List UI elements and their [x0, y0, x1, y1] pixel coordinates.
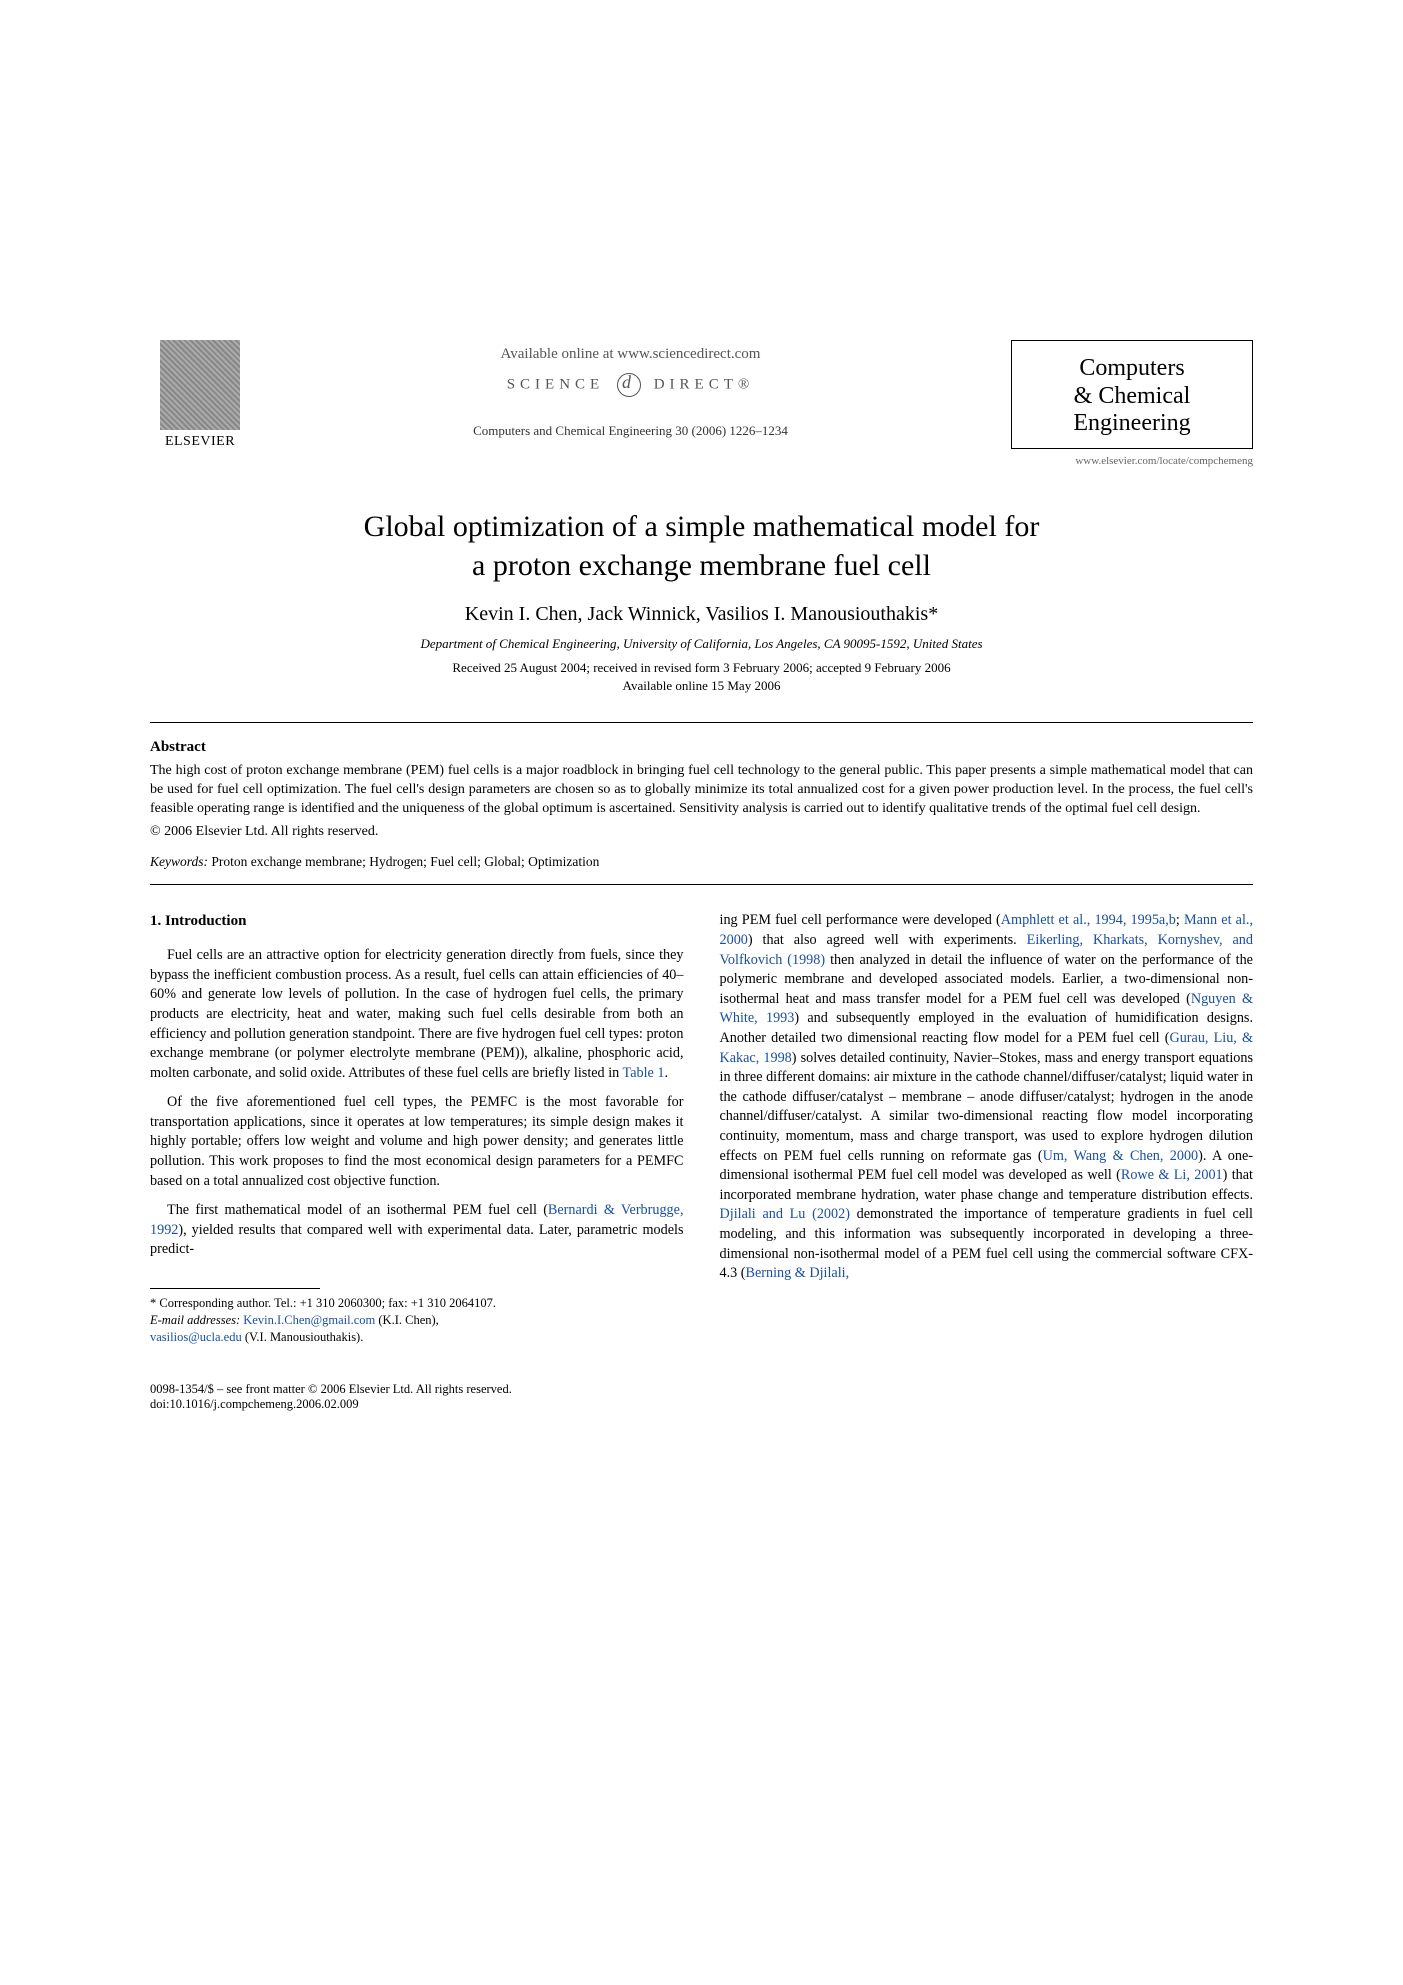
table-1-link[interactable]: Table 1	[623, 1065, 665, 1081]
available-online-date: Available online 15 May 2006	[150, 678, 1253, 694]
email-chen-link[interactable]: Kevin.I.Chen@gmail.com	[243, 1313, 375, 1327]
ref-berning-link[interactable]: Berning & Djilali,	[746, 1265, 850, 1281]
intro-para-2: Of the five aforementioned fuel cell typ…	[150, 1093, 684, 1191]
email-line: E-mail addresses: Kevin.I.Chen@gmail.com…	[150, 1312, 684, 1329]
title-line1: Global optimization of a simple mathemat…	[364, 510, 1040, 543]
corresponding-author-footnote: * Corresponding author. Tel.: +1 310 206…	[150, 1295, 684, 1346]
copyright-line: © 2006 Elsevier Ltd. All rights reserved…	[150, 824, 1253, 840]
column-left: 1. Introduction Fuel cells are an attrac…	[150, 911, 684, 1345]
journal-title-line1: Computers	[1022, 355, 1242, 383]
keywords-text: Proton exchange membrane; Hydrogen; Fuel…	[211, 854, 599, 869]
footer-block: 0098-1354/$ – see front matter © 2006 El…	[150, 1382, 1253, 1412]
intro-para-1-tail: .	[664, 1065, 668, 1081]
intro-para-3-continued: ing PEM fuel cell performance were devel…	[720, 911, 1254, 1283]
intro-para-3: The first mathematical model of an isoth…	[150, 1201, 684, 1260]
sd-brand-circle-icon	[617, 373, 641, 397]
available-online-line: Available online at www.sciencedirect.co…	[250, 346, 1011, 363]
c2-b: ;	[1176, 912, 1184, 928]
journal-brand-column: Computers & Chemical Engineering www.els…	[1011, 340, 1253, 467]
publisher-block: ELSEVIER	[150, 340, 250, 450]
abstract-body: The high cost of proton exchange membran…	[150, 762, 1253, 819]
header-row: ELSEVIER Available online at www.science…	[150, 340, 1253, 467]
email-vasilios-link[interactable]: vasilios@ucla.edu	[150, 1330, 242, 1344]
citation-line: Computers and Chemical Engineering 30 (2…	[250, 423, 1011, 439]
intro-para-1-text: Fuel cells are an attractive option for …	[150, 947, 684, 1081]
corr-author-line: * Corresponding author. Tel.: +1 310 206…	[150, 1295, 684, 1312]
author-list: Kevin I. Chen, Jack Winnick, Vasilios I.…	[150, 603, 1253, 626]
c2-c: ) that also agreed well with experiments…	[748, 932, 1027, 948]
publisher-name: ELSEVIER	[165, 434, 235, 450]
elsevier-tree-logo	[160, 340, 240, 430]
email-label: E-mail addresses:	[150, 1313, 240, 1327]
email-chen-tail: (K.I. Chen),	[375, 1313, 439, 1327]
journal-title-line2: & Chemical	[1022, 383, 1242, 411]
journal-title-line3: Engineering	[1022, 410, 1242, 438]
intro-para-1: Fuel cells are an attractive option for …	[150, 946, 684, 1083]
ref-amphlett-link[interactable]: Amphlett et al., 1994, 1995a,b	[1001, 912, 1176, 928]
keywords-label: Keywords:	[150, 854, 208, 869]
ref-um-link[interactable]: Um, Wang & Chen, 2000	[1043, 1148, 1199, 1164]
abstract-heading: Abstract	[150, 739, 1253, 756]
sd-brand-left: SCIENCE	[507, 376, 605, 392]
article-title: Global optimization of a simple mathemat…	[210, 507, 1193, 585]
divider-below-keywords	[150, 884, 1253, 885]
title-line2: a proton exchange membrane fuel cell	[472, 549, 931, 582]
ref-rowe-link[interactable]: Rowe & Li, 2001	[1121, 1167, 1223, 1183]
footer-front-matter: 0098-1354/$ – see front matter © 2006 El…	[150, 1382, 1253, 1397]
keywords-line: Keywords: Proton exchange membrane; Hydr…	[150, 854, 1253, 870]
two-column-body: 1. Introduction Fuel cells are an attrac…	[150, 911, 1253, 1345]
email-vasilios-tail: (V.I. Manousiouthakis).	[242, 1330, 364, 1344]
affiliation: Department of Chemical Engineering, Univ…	[150, 636, 1253, 652]
sd-brand-right: DIRECT®	[654, 376, 755, 392]
c2-f: ) solves detailed continuity, Navier–Sto…	[720, 1050, 1254, 1164]
page-root: ELSEVIER Available online at www.science…	[0, 0, 1403, 1492]
divider-above-abstract	[150, 722, 1253, 723]
c2-a: ing PEM fuel cell performance were devel…	[720, 912, 1001, 928]
sciencedirect-logo: SCIENCE DIRECT®	[250, 373, 1011, 397]
journal-title-box: Computers & Chemical Engineering	[1011, 340, 1253, 449]
footer-doi: doi:10.1016/j.compchemeng.2006.02.009	[150, 1397, 1253, 1412]
intro-para-3-b: ), yielded results that compared well wi…	[150, 1222, 684, 1258]
column-right: ing PEM fuel cell performance were devel…	[720, 911, 1254, 1345]
ref-djilali-link[interactable]: Djilali and Lu (2002)	[720, 1206, 850, 1222]
section-1-heading: 1. Introduction	[150, 911, 684, 932]
received-dates: Received 25 August 2004; received in rev…	[150, 660, 1253, 676]
footnote-rule	[150, 1288, 320, 1289]
journal-url: www.elsevier.com/locate/compchemeng	[1033, 455, 1253, 467]
intro-para-3-a: The first mathematical model of an isoth…	[167, 1202, 548, 1218]
header-center: Available online at www.sciencedirect.co…	[250, 340, 1011, 439]
email-line-2: vasilios@ucla.edu (V.I. Manousiouthakis)…	[150, 1329, 684, 1346]
